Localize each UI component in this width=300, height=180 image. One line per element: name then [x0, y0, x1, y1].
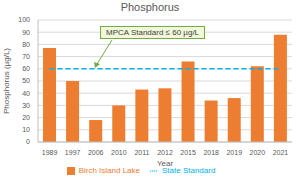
svg-text:2011: 2011	[134, 149, 149, 156]
svg-text:Phosphorus (µg/L): Phosphorus (µg/L)	[8, 48, 11, 114]
svg-text:2020: 2020	[250, 149, 266, 156]
svg-text:90: 90	[22, 29, 30, 36]
svg-text:2018: 2018	[203, 149, 219, 156]
svg-text:10: 10	[22, 126, 30, 133]
svg-text:0: 0	[26, 138, 30, 145]
svg-text:20: 20	[22, 114, 30, 121]
svg-text:2012: 2012	[157, 149, 173, 156]
svg-text:50: 50	[22, 77, 30, 84]
svg-text:Year: Year	[157, 159, 174, 168]
svg-text:60: 60	[22, 65, 30, 72]
html-text:Phosphorus: Phosphorus	[120, 1, 180, 13]
svg-text:2015: 2015	[180, 149, 196, 156]
svg-text:100: 100	[18, 16, 30, 23]
svg-text:2021: 2021	[273, 149, 289, 156]
html-text:State Standard: State Standard	[162, 166, 216, 175]
svg-text:40: 40	[22, 90, 30, 97]
svg-text:1989: 1989	[42, 149, 58, 156]
svg-text:80: 80	[22, 41, 30, 48]
svg-text:2019: 2019	[226, 149, 242, 156]
svg-text:2010: 2010	[111, 149, 127, 156]
svg-text:70: 70	[22, 53, 30, 60]
html-text:MPCA Standard ≤ 60 µg/L: MPCA Standard ≤ 60 µg/L	[106, 28, 200, 37]
html-text:Birch Island Lake: Birch Island Lake	[78, 166, 140, 175]
svg-text:1997: 1997	[65, 149, 81, 156]
svg-text:2006: 2006	[88, 149, 104, 156]
svg-text:30: 30	[22, 102, 30, 109]
